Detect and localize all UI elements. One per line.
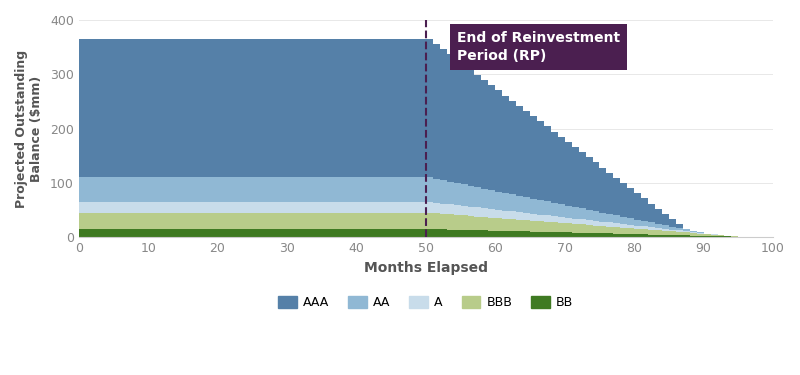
Y-axis label: Projected Outstanding
Balance ($mm): Projected Outstanding Balance ($mm) xyxy=(15,50,43,208)
X-axis label: Months Elapsed: Months Elapsed xyxy=(364,261,488,274)
Text: End of Reinvestment
Period (RP): End of Reinvestment Period (RP) xyxy=(457,31,620,63)
Legend: AAA, AA, A, BBB, BB: AAA, AA, A, BBB, BB xyxy=(274,291,578,314)
